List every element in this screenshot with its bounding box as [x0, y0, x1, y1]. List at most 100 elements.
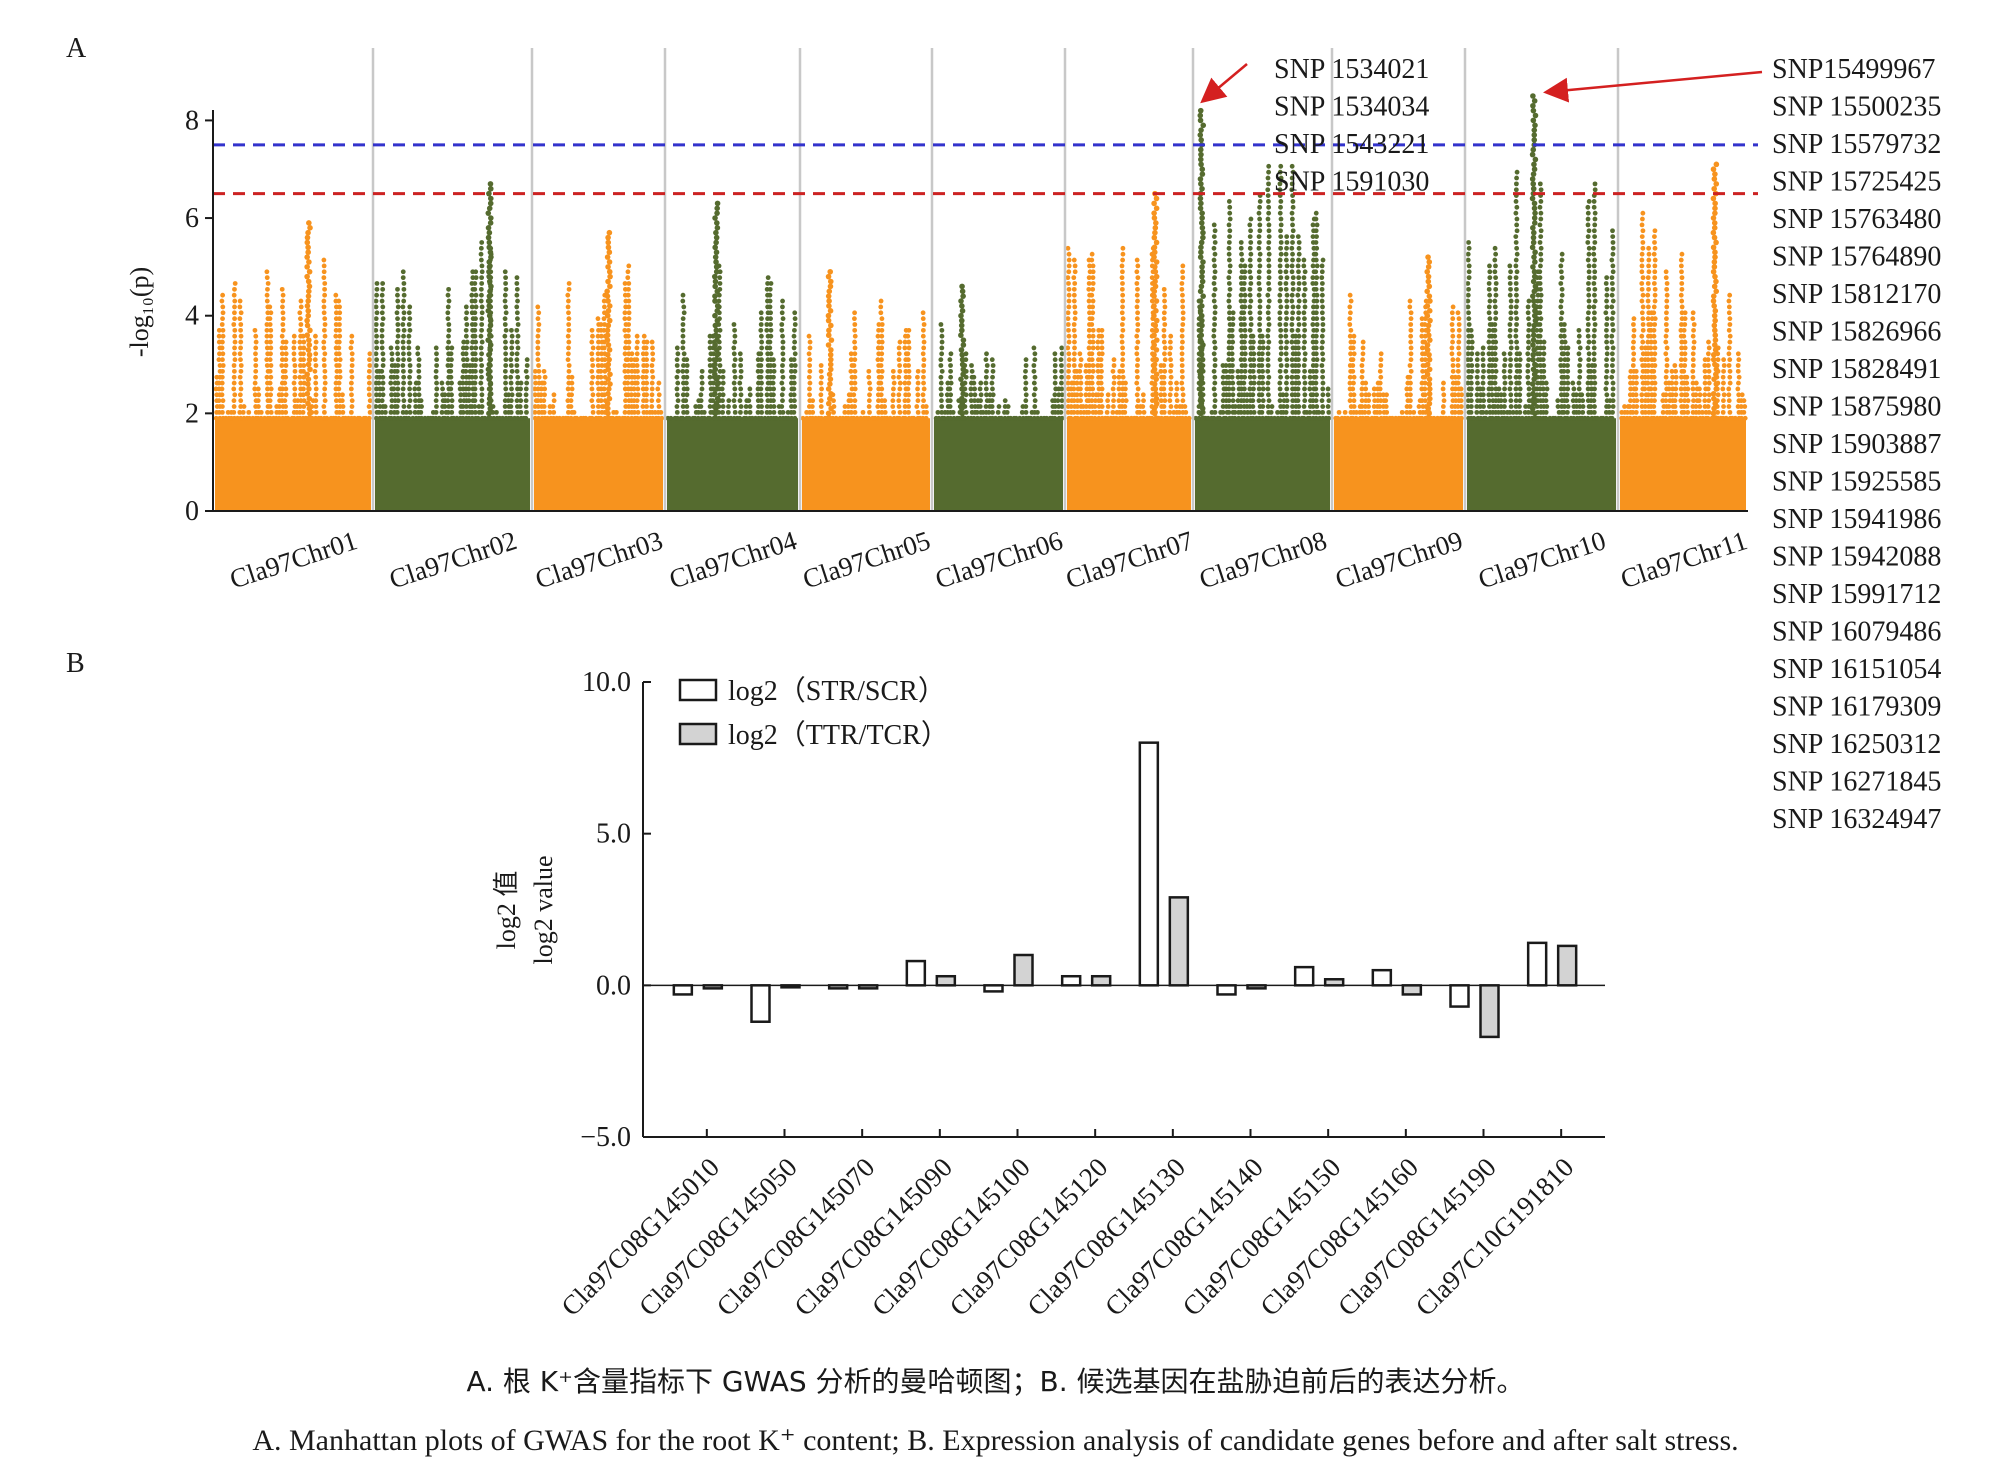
snp-point — [746, 398, 752, 404]
snp-point — [1059, 368, 1064, 374]
snp-point — [1044, 415, 1049, 421]
snp-point — [1508, 404, 1514, 409]
snp-point — [1238, 240, 1244, 245]
snp-point — [1577, 345, 1583, 351]
snp-point — [1469, 333, 1474, 339]
snp-point — [806, 374, 812, 380]
snp-point — [336, 298, 342, 304]
snp-point — [267, 398, 273, 404]
snp-point — [634, 357, 640, 363]
snp-point — [1247, 304, 1253, 310]
snp-point — [674, 404, 680, 409]
snp-point — [232, 281, 238, 286]
snp-point — [1238, 275, 1244, 281]
snp-point — [1226, 392, 1232, 398]
snp-point — [1134, 368, 1140, 374]
snp-point — [1604, 327, 1609, 333]
snp-point — [625, 275, 631, 281]
snp-point — [541, 368, 547, 374]
snp-point — [219, 345, 225, 351]
snp-point — [1075, 415, 1080, 421]
snp-point — [1257, 322, 1262, 327]
snp-point — [301, 404, 307, 409]
snp-point — [1247, 292, 1253, 298]
snp-point — [1651, 415, 1657, 421]
snp-point — [939, 351, 945, 357]
snp-point — [684, 392, 690, 398]
snp-point — [944, 392, 950, 398]
snp-point-peak — [1200, 342, 1206, 348]
snp-point — [1631, 333, 1637, 339]
snp-point-peak — [607, 371, 613, 378]
snp-point — [1609, 415, 1615, 421]
snp-point — [780, 386, 786, 392]
snp-point — [1226, 409, 1232, 415]
snp-point-peak — [306, 283, 313, 290]
snp-point — [1555, 398, 1561, 404]
snp-point — [1652, 228, 1658, 234]
snp-point — [479, 404, 485, 409]
snp-point-peak — [1199, 185, 1205, 192]
snp-point — [1592, 404, 1597, 409]
snp-point — [674, 415, 680, 421]
snp-point — [1705, 415, 1711, 421]
snp-point-peak — [1198, 249, 1204, 256]
snp-point — [395, 298, 401, 304]
snp-point — [1232, 415, 1238, 421]
snp-point — [1059, 392, 1065, 398]
snp-point — [972, 386, 977, 392]
point-band — [1620, 418, 1746, 511]
snp-point — [1135, 339, 1141, 345]
snp-point — [1645, 298, 1651, 304]
snp-point — [1513, 386, 1519, 392]
snp-point — [379, 322, 385, 327]
snp-point — [1513, 357, 1519, 363]
snp-point — [1205, 415, 1211, 421]
snp-point — [1257, 216, 1263, 222]
snp-point — [1628, 386, 1634, 392]
snp-point — [1609, 281, 1615, 286]
snp-point — [1137, 409, 1143, 415]
snp-point-peak — [1198, 386, 1204, 392]
snp-point — [1684, 380, 1690, 386]
snp-point — [655, 386, 661, 392]
snp-point — [264, 327, 270, 333]
snp-point — [589, 386, 595, 392]
snp-point — [1180, 322, 1186, 327]
snp-point — [1226, 257, 1232, 263]
snp-point — [1251, 339, 1256, 345]
snp-point — [1122, 386, 1128, 392]
snp-point — [1465, 404, 1471, 409]
snp-point — [1167, 409, 1173, 415]
snp-point — [1302, 357, 1308, 363]
snp-point-peak — [1532, 283, 1539, 290]
snp-point — [1242, 298, 1248, 304]
snp-point — [313, 386, 319, 392]
snp-point — [1564, 415, 1570, 421]
snp-point-peak — [1426, 308, 1433, 314]
snp-point — [1119, 339, 1125, 345]
snp-point — [313, 380, 319, 386]
snp-point-peak — [1713, 415, 1719, 422]
snp-point — [947, 398, 953, 404]
snp-point — [1090, 327, 1096, 333]
snp-point — [1259, 363, 1265, 368]
snp-point-peak — [1713, 288, 1720, 295]
snp-point — [1089, 357, 1095, 363]
snp-point — [1247, 257, 1253, 263]
snp-point — [1604, 392, 1610, 398]
snp-point-peak — [305, 381, 311, 387]
snp-point — [401, 298, 407, 304]
snp-point — [448, 363, 454, 368]
snp-point — [1296, 333, 1302, 339]
snp-point — [1302, 392, 1308, 398]
snp-point — [939, 327, 945, 333]
snp-point — [1289, 327, 1295, 333]
snp-point — [220, 310, 226, 316]
snp-point — [291, 339, 297, 345]
snp-point — [1283, 257, 1289, 263]
snp-point — [334, 374, 340, 380]
snp-point — [1456, 327, 1462, 333]
snp-point — [1071, 275, 1077, 281]
snp-point — [684, 357, 690, 363]
